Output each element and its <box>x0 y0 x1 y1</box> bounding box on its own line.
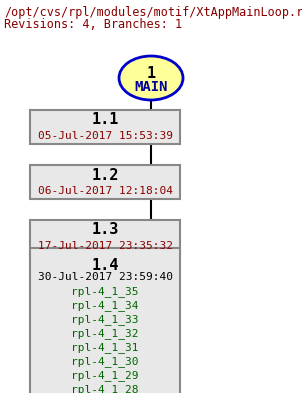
Text: 1.4: 1.4 <box>91 258 119 273</box>
Text: /opt/cvs/rpl/modules/motif/XtAppMainLoop.rplc,v: /opt/cvs/rpl/modules/motif/XtAppMainLoop… <box>4 6 302 19</box>
Text: 1.1: 1.1 <box>91 112 119 127</box>
Text: 30-Jul-2017 23:59:40: 30-Jul-2017 23:59:40 <box>37 272 172 282</box>
FancyBboxPatch shape <box>30 110 180 144</box>
Text: rpl-4_1_32: rpl-4_1_32 <box>71 328 139 339</box>
Text: 06-Jul-2017 12:18:04: 06-Jul-2017 12:18:04 <box>37 186 172 196</box>
Text: rpl-4_1_28: rpl-4_1_28 <box>71 384 139 393</box>
Text: rpl-4_1_29: rpl-4_1_29 <box>71 370 139 381</box>
Text: 17-Jul-2017 23:35:32: 17-Jul-2017 23:35:32 <box>37 241 172 251</box>
Text: Revisions: 4, Branches: 1: Revisions: 4, Branches: 1 <box>4 18 182 31</box>
Text: 1: 1 <box>146 66 156 81</box>
Text: rpl-4_1_34: rpl-4_1_34 <box>71 300 139 311</box>
Ellipse shape <box>119 56 183 100</box>
Text: 1.3: 1.3 <box>91 222 119 237</box>
FancyBboxPatch shape <box>30 220 180 254</box>
Text: 05-Jul-2017 15:53:39: 05-Jul-2017 15:53:39 <box>37 131 172 141</box>
Text: rpl-4_1_33: rpl-4_1_33 <box>71 314 139 325</box>
Text: 1.2: 1.2 <box>91 167 119 182</box>
Text: rpl-4_1_30: rpl-4_1_30 <box>71 356 139 367</box>
Text: rpl-4_1_31: rpl-4_1_31 <box>71 342 139 353</box>
FancyBboxPatch shape <box>30 165 180 199</box>
Text: rpl-4_1_35: rpl-4_1_35 <box>71 286 139 297</box>
FancyBboxPatch shape <box>30 248 180 393</box>
Text: MAIN: MAIN <box>134 80 168 94</box>
